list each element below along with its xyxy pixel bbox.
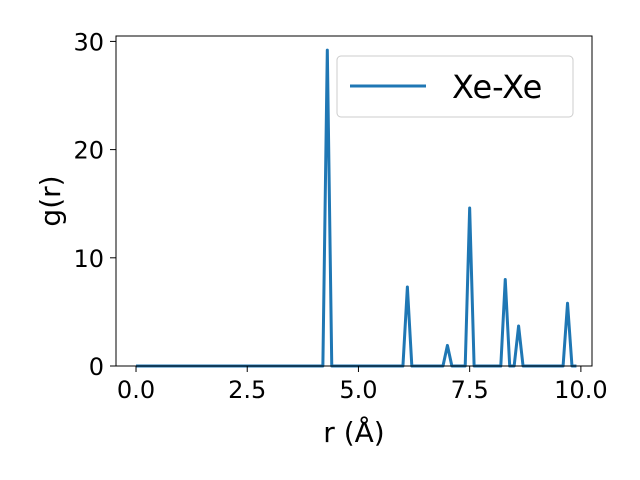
x-axis-label: r (Å) [323, 415, 384, 449]
x-tick-label: 5.0 [339, 376, 377, 404]
legend-box [336, 55, 574, 118]
x-tick-label: 7.5 [451, 376, 489, 404]
x-tick-label: 0.0 [117, 376, 155, 404]
y-tick-label: 30 [73, 28, 104, 56]
legend-label: Xe-Xe [452, 68, 542, 106]
y-tick-label: 0 [89, 353, 104, 381]
y-tick-label: 20 [73, 137, 104, 165]
legend: Xe-Xe [336, 55, 574, 118]
y-tick-label: 10 [73, 245, 104, 273]
plot-frame [115, 35, 593, 367]
x-tick-label: 10.0 [554, 376, 607, 404]
x-tick-label: 2.5 [228, 376, 266, 404]
y-axis-label: g(r) [34, 175, 67, 226]
